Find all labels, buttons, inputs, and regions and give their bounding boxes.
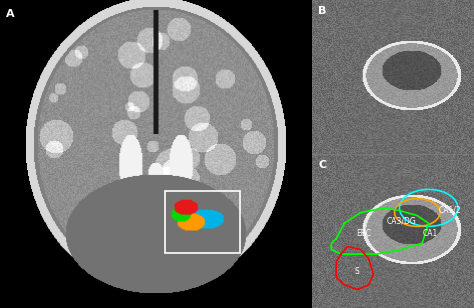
- Bar: [165, 191, 240, 253]
- Text: CA3/DG: CA3/DG: [386, 216, 416, 225]
- Text: B: B: [319, 6, 327, 16]
- Text: ERC: ERC: [356, 229, 371, 237]
- Text: CA1/2: CA1/2: [438, 205, 461, 214]
- Text: S: S: [355, 267, 360, 276]
- Text: CA1: CA1: [422, 229, 438, 237]
- Text: A: A: [6, 9, 15, 19]
- Text: C: C: [319, 160, 327, 170]
